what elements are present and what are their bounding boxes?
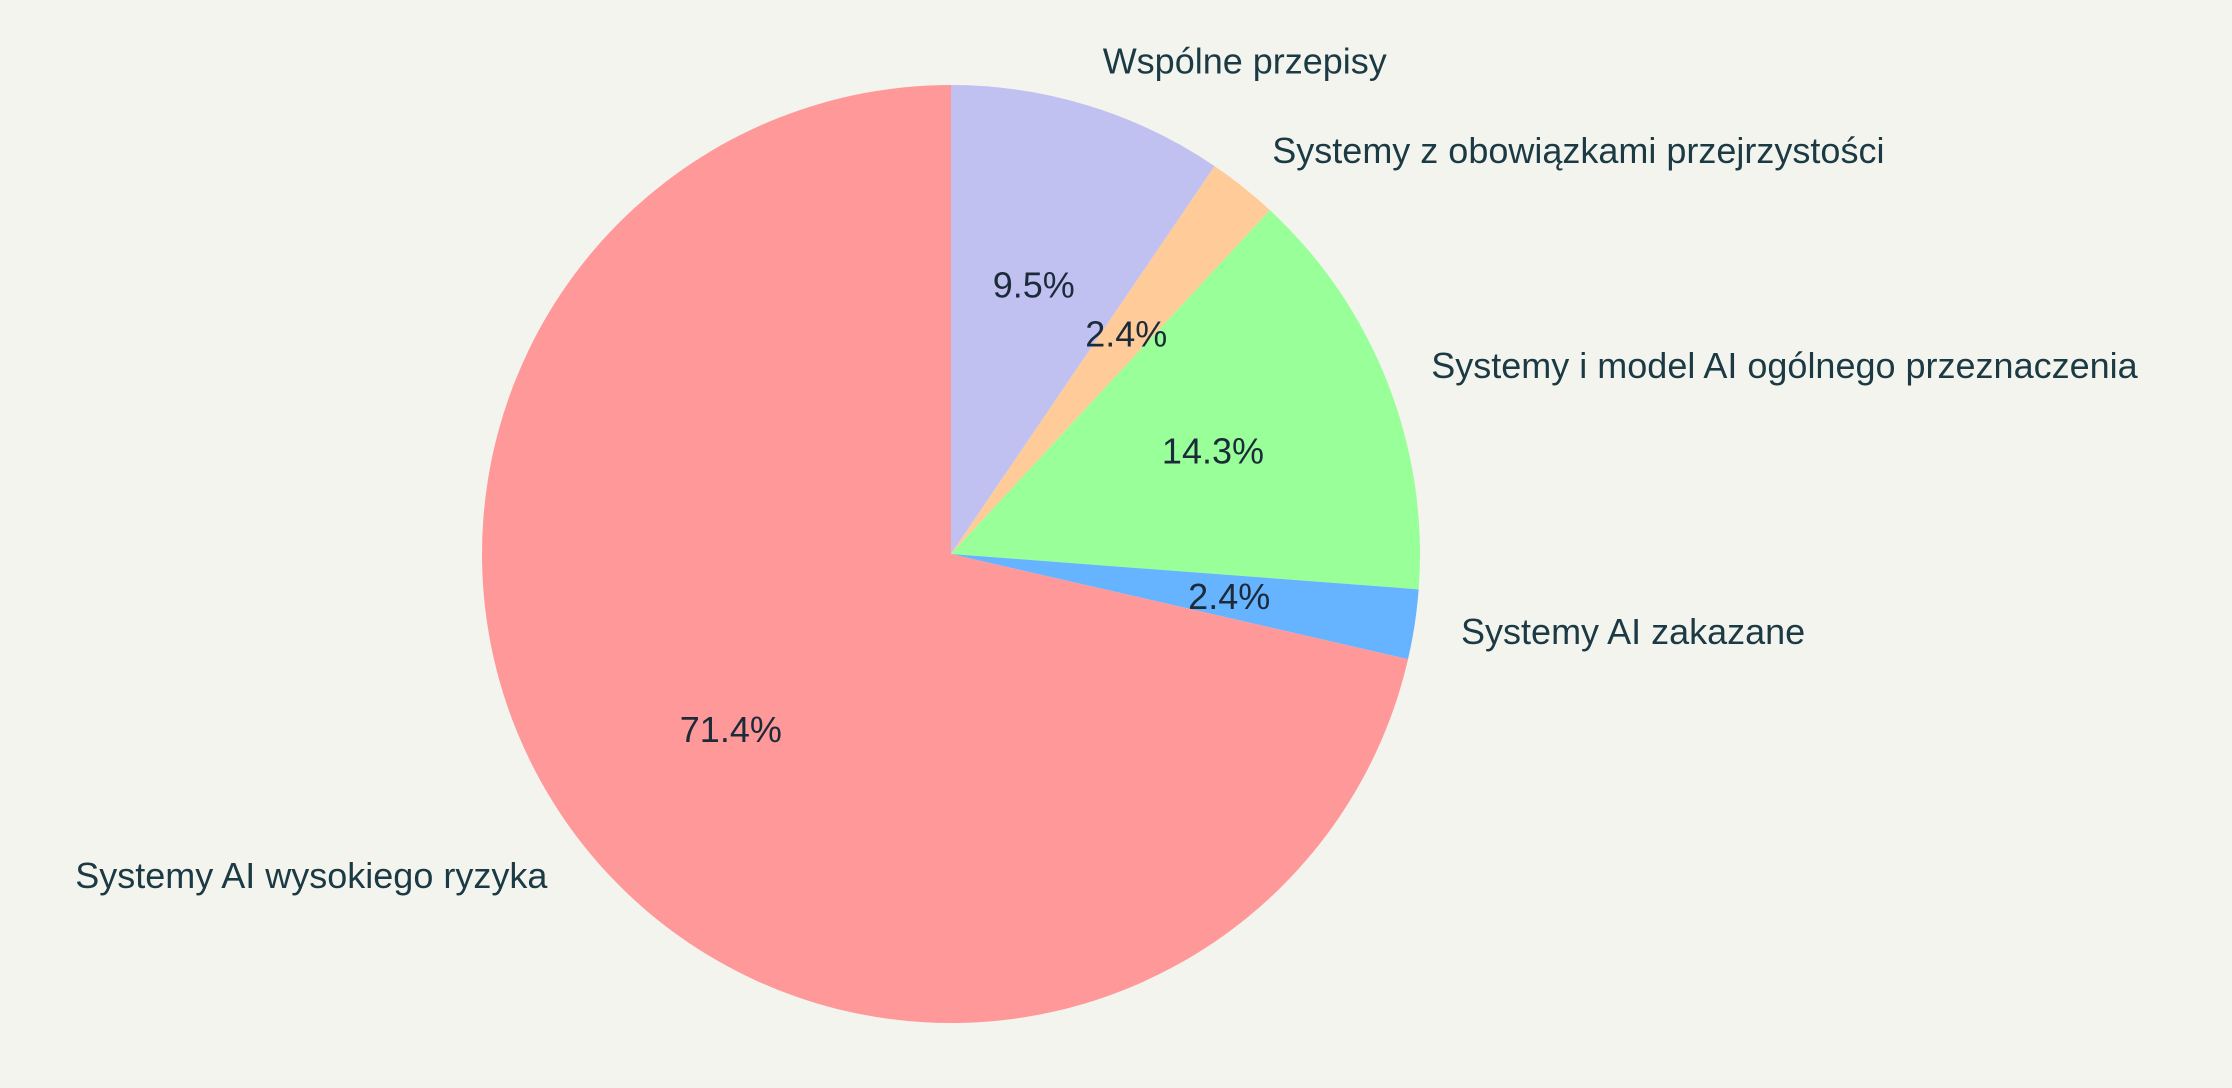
pie-slice-wspolne-przepisy (951, 85, 1215, 554)
slice-label-systemy-z-obowiazkami-przejrzystosci: Systemy z obowiązkami przejrzystości (1272, 130, 1884, 171)
percent-label-systemy-ai-wysokiego-ryzyka: 71.4% (680, 709, 782, 750)
pie-slice-systemy-z-obowiazkami-przejrzystosci (951, 166, 1270, 554)
slice-labels: Wspólne przepisy Systemy z obowiązkami pr… (75, 40, 2138, 895)
pie-slices (481, 85, 1420, 1024)
slice-label-wspolne-przepisy: Wspólne przepisy (1103, 40, 1387, 81)
slice-label-systemy-ai-zakazane: Systemy AI zakazane (1461, 611, 1805, 652)
pie-slice-systemy-ai-wysokiego-ryzyka (481, 85, 1409, 1024)
percent-label-wspolne-przepisy: 9.5% (993, 265, 1075, 306)
percent-label-systemy-ai-zakazane: 2.4% (1188, 576, 1270, 617)
slice-label-systemy-i-model-ai-ogolnego-przeznaczenia: Systemy i model AI ogólnego przeznaczeni… (1431, 345, 2138, 386)
percent-labels: 9.5%2.4%14.3%2.4%71.4% (680, 265, 1270, 750)
slice-label-systemy-ai-wysokiego-ryzyka: Systemy AI wysokiego ryzyka (75, 855, 548, 896)
percent-label-systemy-i-model-ai-ogolnego-przeznaczenia: 14.3% (1162, 431, 1264, 472)
pie-slice-systemy-i-model-ai-ogolnego-przeznaczenia (951, 210, 1420, 590)
pie-slice-systemy-ai-zakazane (951, 554, 1419, 660)
percent-label-systemy-z-obowiazkami-przejrzystosci: 2.4% (1085, 313, 1167, 354)
